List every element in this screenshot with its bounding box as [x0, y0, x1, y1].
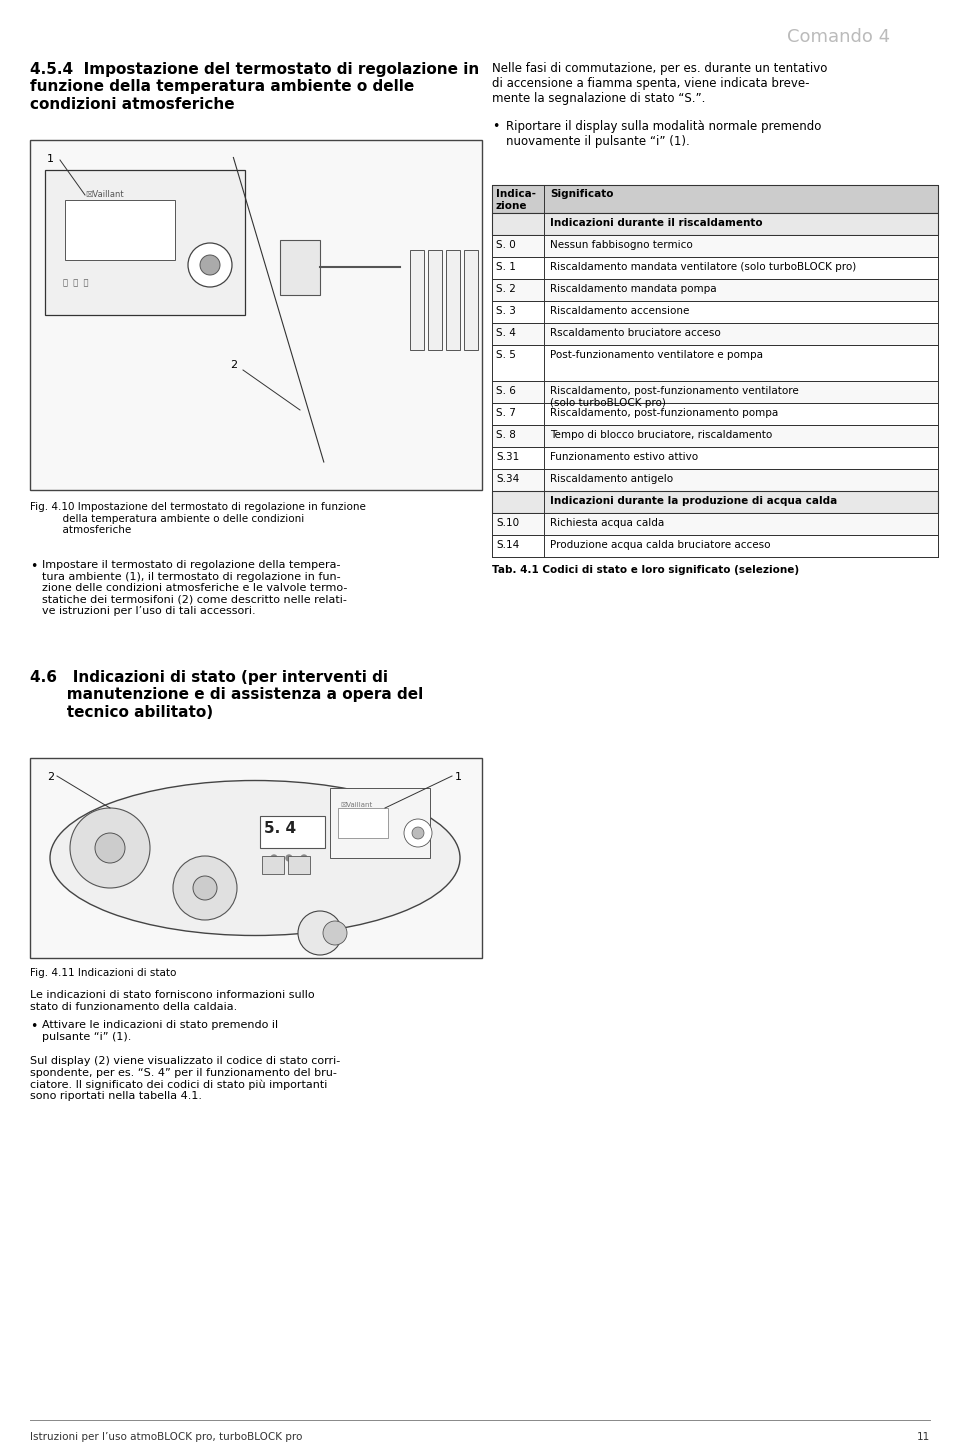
Circle shape [286, 855, 292, 860]
Text: •: • [30, 1021, 37, 1032]
Text: 4.6   Indicazioni di stato (per interventi di
       manutenzione e di assistenz: 4.6 Indicazioni di stato (per interventi… [30, 670, 423, 719]
Text: Tempo di blocco bruciatore, riscaldamento: Tempo di blocco bruciatore, riscaldament… [550, 430, 772, 440]
Bar [280, 240, 320, 296]
Bar [30, 759, 482, 958]
Text: ☒Vaillant: ☒Vaillant [85, 189, 124, 199]
Text: Tab. 4.1 Codici di stato e loro significato (selezione): Tab. 4.1 Codici di stato e loro signific… [492, 565, 799, 575]
Bar [492, 403, 938, 425]
Text: Nessun fabbisogno termico: Nessun fabbisogno termico [550, 240, 693, 250]
Text: 4.5.4  Impostazione del termostato di regolazione in
funzione della temperatura : 4.5.4 Impostazione del termostato di reg… [30, 63, 479, 112]
Text: S. 5: S. 5 [496, 349, 516, 360]
Circle shape [70, 808, 150, 888]
Bar [492, 258, 938, 280]
Text: Funzionamento estivo attivo: Funzionamento estivo attivo [550, 451, 698, 462]
Text: Riscaldamento antigelo: Riscaldamento antigelo [550, 475, 673, 483]
Text: Riscaldamento mandata pompa: Riscaldamento mandata pompa [550, 284, 716, 294]
Text: Fig. 4.10 Impostazione del termostato di regolazione in funzione
          della: Fig. 4.10 Impostazione del termostato di… [30, 502, 366, 536]
Text: Rscaldamento bruciatore acceso: Rscaldamento bruciatore acceso [550, 328, 721, 338]
Text: Indica-
zione: Indica- zione [496, 189, 536, 211]
Bar [446, 250, 460, 349]
Text: Riportare il display sulla modalità normale premendo
nuovamente il pulsante “i” : Riportare il display sulla modalità norm… [506, 119, 822, 149]
Text: Significato: Significato [550, 189, 613, 199]
Bar [492, 491, 938, 513]
Circle shape [193, 877, 217, 900]
Text: S. 3: S. 3 [496, 306, 516, 316]
Text: Nelle fasi di commutazione, per es. durante un tentativo
di accensione a fiamma : Nelle fasi di commutazione, per es. dura… [492, 63, 828, 105]
Text: Produzione acqua calda bruciatore acceso: Produzione acqua calda bruciatore acceso [550, 540, 771, 550]
Circle shape [412, 827, 424, 839]
Circle shape [95, 833, 125, 863]
Text: Le indicazioni di stato forniscono informazioni sullo
stato di funzionamento del: Le indicazioni di stato forniscono infor… [30, 990, 315, 1012]
Circle shape [404, 818, 432, 847]
Bar [492, 345, 938, 381]
Bar [492, 513, 938, 534]
Bar [45, 170, 245, 314]
Text: 2: 2 [230, 360, 237, 370]
Text: ☒Vaillant: ☒Vaillant [340, 802, 372, 808]
Text: S. 1: S. 1 [496, 262, 516, 272]
Bar [492, 234, 938, 258]
Text: •: • [492, 119, 499, 132]
Text: Comando 4: Comando 4 [787, 28, 890, 47]
Bar [338, 808, 388, 839]
Text: 11: 11 [917, 1433, 930, 1441]
Bar [288, 856, 310, 874]
Text: Riscaldamento mandata ventilatore (solo turboBLOCK pro): Riscaldamento mandata ventilatore (solo … [550, 262, 856, 272]
Bar [330, 788, 430, 858]
Bar [410, 250, 424, 349]
Text: ⓘ  ⓕ  ⓟ: ⓘ ⓕ ⓟ [63, 278, 88, 287]
Text: Impostare il termostato di regolazione della tempera-
tura ambiente (1), il term: Impostare il termostato di regolazione d… [42, 561, 348, 616]
Text: S. 2: S. 2 [496, 284, 516, 294]
Bar [492, 301, 938, 323]
Text: S.31: S.31 [496, 451, 519, 462]
Text: S. 8: S. 8 [496, 430, 516, 440]
Circle shape [298, 911, 342, 955]
Text: S. 7: S. 7 [496, 408, 516, 418]
Bar [262, 856, 284, 874]
Text: •: • [30, 561, 37, 574]
Text: S. 0: S. 0 [496, 240, 516, 250]
Bar [65, 199, 175, 261]
Bar [428, 250, 442, 349]
Text: Attivare le indicazioni di stato premendo il
pulsante “i” (1).: Attivare le indicazioni di stato premend… [42, 1021, 278, 1041]
Text: S. 6: S. 6 [496, 386, 516, 396]
Text: Richiesta acqua calda: Richiesta acqua calda [550, 518, 664, 529]
Text: Fig. 4.11 Indicazioni di stato: Fig. 4.11 Indicazioni di stato [30, 968, 177, 978]
Bar [492, 323, 938, 345]
Bar [492, 213, 938, 234]
Bar [492, 381, 938, 403]
Bar [492, 280, 938, 301]
Text: Riscaldamento, post-funzionamento pompa: Riscaldamento, post-funzionamento pompa [550, 408, 779, 418]
Bar [30, 140, 482, 491]
Circle shape [200, 255, 220, 275]
Text: 2: 2 [47, 772, 54, 782]
Text: 1: 1 [47, 154, 54, 165]
Circle shape [301, 855, 307, 860]
Text: Riscaldamento, post-funzionamento ventilatore
(solo turboBLOCK pro): Riscaldamento, post-funzionamento ventil… [550, 386, 799, 408]
Text: 1: 1 [455, 772, 462, 782]
Bar [492, 534, 938, 558]
Text: Indicazioni durante la produzione di acqua calda: Indicazioni durante la produzione di acq… [550, 496, 837, 507]
Bar [492, 425, 938, 447]
Ellipse shape [50, 780, 460, 936]
Text: Sul display (2) viene visualizzato il codice di stato corri-
spondente, per es. : Sul display (2) viene visualizzato il co… [30, 1056, 340, 1101]
Bar [492, 469, 938, 491]
Text: Indicazioni durante il riscaldamento: Indicazioni durante il riscaldamento [550, 218, 762, 229]
Text: S.14: S.14 [496, 540, 519, 550]
Circle shape [271, 855, 277, 860]
Bar [492, 447, 938, 469]
Bar [464, 250, 478, 349]
Circle shape [188, 243, 232, 287]
Text: S. 4: S. 4 [496, 328, 516, 338]
Text: Istruzioni per l’uso atmoBLOCK pro, turboBLOCK pro: Istruzioni per l’uso atmoBLOCK pro, turb… [30, 1433, 302, 1441]
Text: S.10: S.10 [496, 518, 519, 529]
Text: Post-funzionamento ventilatore e pompa: Post-funzionamento ventilatore e pompa [550, 349, 763, 360]
Circle shape [323, 922, 347, 945]
Text: Riscaldamento accensione: Riscaldamento accensione [550, 306, 689, 316]
Text: S.34: S.34 [496, 475, 519, 483]
Bar [492, 185, 938, 213]
Circle shape [173, 856, 237, 920]
Text: 5. 4: 5. 4 [264, 821, 296, 836]
Bar [260, 815, 325, 847]
